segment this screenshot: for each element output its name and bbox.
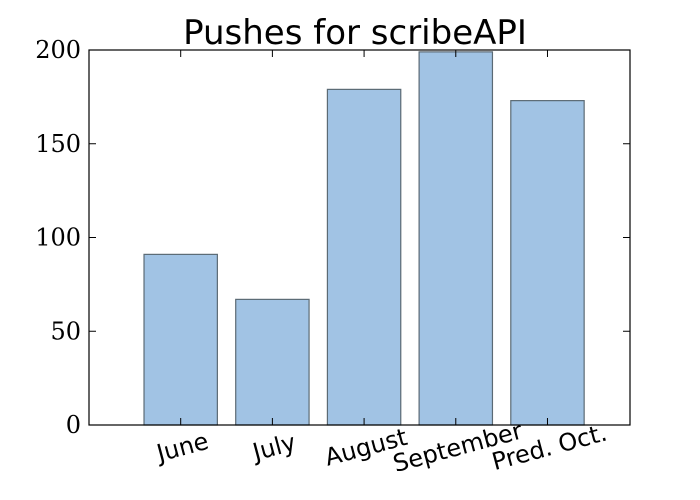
chart-title: Pushes for scribeAPI	[183, 13, 527, 53]
y-tick-label: 150	[35, 130, 81, 158]
y-tick-label: 200	[35, 36, 81, 64]
y-tick-label: 100	[35, 224, 81, 252]
y-tick-labels: 0 50 100 150 200	[35, 36, 81, 439]
bar-august	[326, 88, 402, 426]
bar-july	[235, 298, 310, 426]
ticks-layer	[89, 49, 630, 426]
bars-layer	[143, 51, 585, 426]
y-tick-label: 50	[50, 317, 81, 345]
x-tick-label: July	[248, 428, 299, 467]
bar-pred-oct	[510, 100, 585, 426]
bar-september	[418, 51, 494, 426]
bar-june	[143, 253, 218, 426]
x-tick-label: June	[152, 427, 212, 468]
y-tick-label: 0	[66, 411, 81, 439]
